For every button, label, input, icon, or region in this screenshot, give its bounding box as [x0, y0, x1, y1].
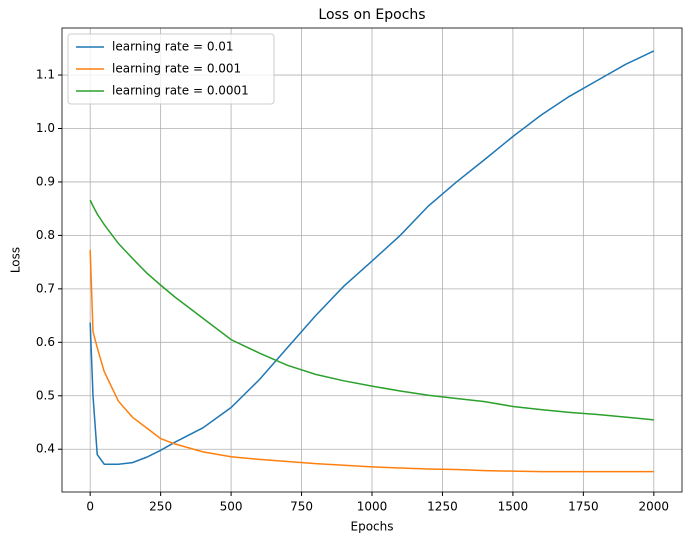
y-tick-label: 1.1: [36, 68, 55, 82]
x-tick-label: 250: [149, 500, 172, 514]
x-tick-label: 0: [86, 500, 94, 514]
line: [89, 199, 654, 421]
x-tick-label: 1500: [498, 500, 529, 514]
x-tick-label: 500: [220, 500, 243, 514]
x-tick-label: 2000: [639, 500, 670, 514]
line: [89, 249, 654, 473]
y-tick-label: 0.4: [36, 442, 55, 456]
y-tick-label: 0.5: [36, 388, 55, 402]
y-tick-label: 0.6: [36, 335, 55, 349]
line: [89, 50, 655, 465]
x-tick-label: 1250: [427, 500, 458, 514]
x-tick-label: 1000: [357, 500, 388, 514]
y-tick-label: 0.7: [36, 281, 55, 295]
x-tick-label: 750: [290, 500, 313, 514]
legend-label: learning rate = 0.001: [112, 62, 241, 76]
legend-label: learning rate = 0.01: [112, 40, 234, 54]
y-tick-label: 0.9: [36, 174, 55, 188]
legend: learning rate = 0.01 learning rate = 0.00…: [67, 33, 275, 105]
x-tick-label: 1750: [568, 500, 599, 514]
y-tick-label: 1.0: [36, 121, 55, 135]
legend-box: [67, 33, 275, 105]
chart-title: Loss on Epochs: [318, 7, 425, 23]
plot-frame: [61, 27, 683, 493]
legend-label: learning rate = 0.0001: [112, 84, 249, 98]
y-tick-label: 0.8: [36, 228, 55, 242]
y-axis-label: Loss: [9, 247, 23, 273]
x-axis-label: Epochs: [351, 520, 394, 534]
